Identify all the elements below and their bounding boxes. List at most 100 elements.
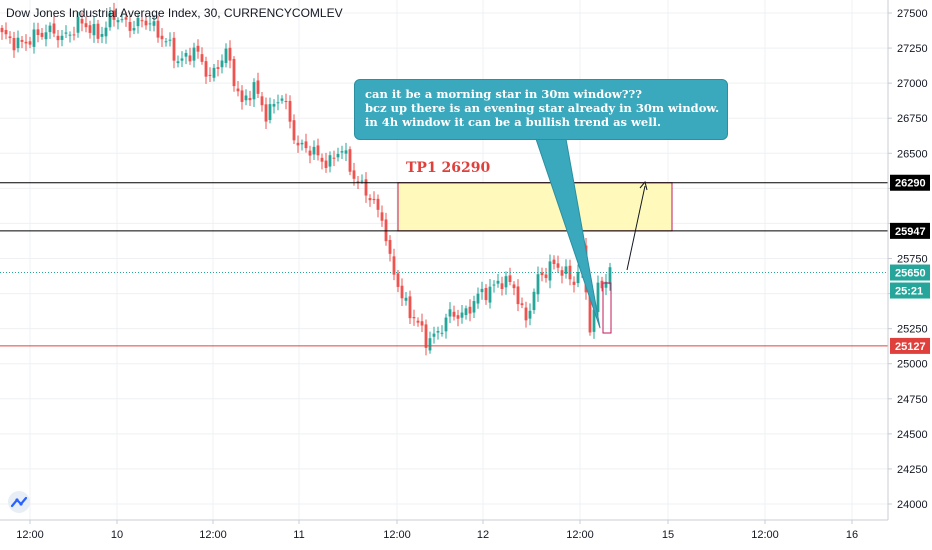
candle (460, 304, 464, 324)
candle-body (60, 35, 64, 40)
candle-body (264, 104, 268, 122)
candle-body (452, 311, 456, 317)
candle-body (36, 29, 40, 36)
candle (36, 22, 40, 43)
x-tick-label: 11 (293, 529, 304, 541)
y-tick-label: 27500 (897, 8, 928, 20)
candle-body (416, 320, 420, 323)
candle-body (340, 151, 344, 153)
candle-body (188, 55, 192, 62)
candle-body (0, 27, 4, 33)
candle-body (528, 310, 532, 319)
candle-body (408, 296, 412, 319)
candle-body (16, 37, 20, 49)
candle (316, 138, 320, 161)
candle (312, 140, 316, 161)
price-tag-bg (890, 337, 930, 354)
candle-body (120, 19, 124, 21)
candle (432, 326, 436, 344)
candle-body (160, 35, 164, 40)
candle (412, 309, 416, 326)
candle-body (564, 266, 568, 274)
candle (396, 269, 400, 293)
candle-body (492, 284, 496, 286)
candle (296, 135, 300, 153)
candle (220, 54, 224, 74)
x-tick-label: 15 (662, 529, 674, 541)
candle (140, 12, 144, 28)
candle (0, 25, 4, 40)
price-tag: 25947 (890, 222, 930, 239)
candle-body (248, 97, 252, 101)
candle-body (228, 47, 232, 61)
candle (8, 31, 12, 44)
candle (560, 266, 564, 284)
candle-body (464, 308, 468, 316)
candle-body (448, 309, 452, 317)
tradingview-logo-icon[interactable] (8, 491, 30, 513)
candle (500, 276, 504, 296)
candle (600, 276, 604, 292)
candle (484, 284, 488, 305)
candle-body (128, 22, 132, 31)
candle-body (364, 179, 368, 196)
candle (216, 59, 220, 77)
candle-body (216, 67, 220, 69)
candle-body (40, 32, 44, 37)
price-tag-bg (890, 174, 930, 191)
candle-body (136, 17, 140, 27)
candle-body (544, 274, 548, 279)
candle (452, 305, 456, 321)
candle (164, 37, 168, 47)
candle-body (428, 338, 432, 351)
grid-lines (0, 0, 888, 520)
price-tag-bg (890, 264, 930, 281)
candle (232, 56, 236, 92)
price-tag: 25127 (890, 337, 930, 354)
y-tick-label: 25750 (897, 254, 928, 266)
candle (180, 51, 184, 68)
candle-body (8, 36, 12, 39)
countdown-tag-bg (890, 282, 930, 299)
candle (240, 85, 244, 110)
candle (156, 15, 160, 43)
candle-body (548, 261, 552, 281)
candle-body (32, 29, 36, 47)
candle (368, 194, 372, 207)
projection-arrow (626, 185, 646, 271)
candle-body (152, 21, 156, 26)
candle-body (308, 150, 312, 156)
candle (604, 274, 608, 296)
candle (128, 15, 132, 38)
candle-body (184, 52, 188, 57)
candle-body (124, 17, 128, 20)
candle (372, 191, 376, 204)
candle (496, 273, 500, 288)
candle-body (508, 275, 512, 282)
candle (288, 95, 292, 129)
candle-body (472, 301, 476, 313)
candle-body (4, 29, 8, 35)
candle (488, 278, 492, 309)
candle-body (384, 219, 388, 242)
candle (100, 26, 104, 44)
candle (552, 255, 556, 270)
candle (136, 13, 140, 34)
candle-body (232, 58, 236, 87)
candle-body (172, 37, 176, 61)
x-tick-label: 12:00 (383, 529, 411, 541)
candle-body (132, 28, 136, 31)
candle (284, 93, 288, 110)
candle-body (268, 104, 272, 120)
candle (512, 281, 516, 296)
candle-body (592, 309, 596, 332)
candle-body (192, 47, 196, 61)
candle (172, 32, 176, 69)
candle (464, 305, 468, 320)
candle (192, 42, 196, 68)
candle-body (296, 142, 300, 146)
candle (348, 146, 352, 176)
candle (508, 267, 512, 286)
candle (492, 280, 496, 293)
